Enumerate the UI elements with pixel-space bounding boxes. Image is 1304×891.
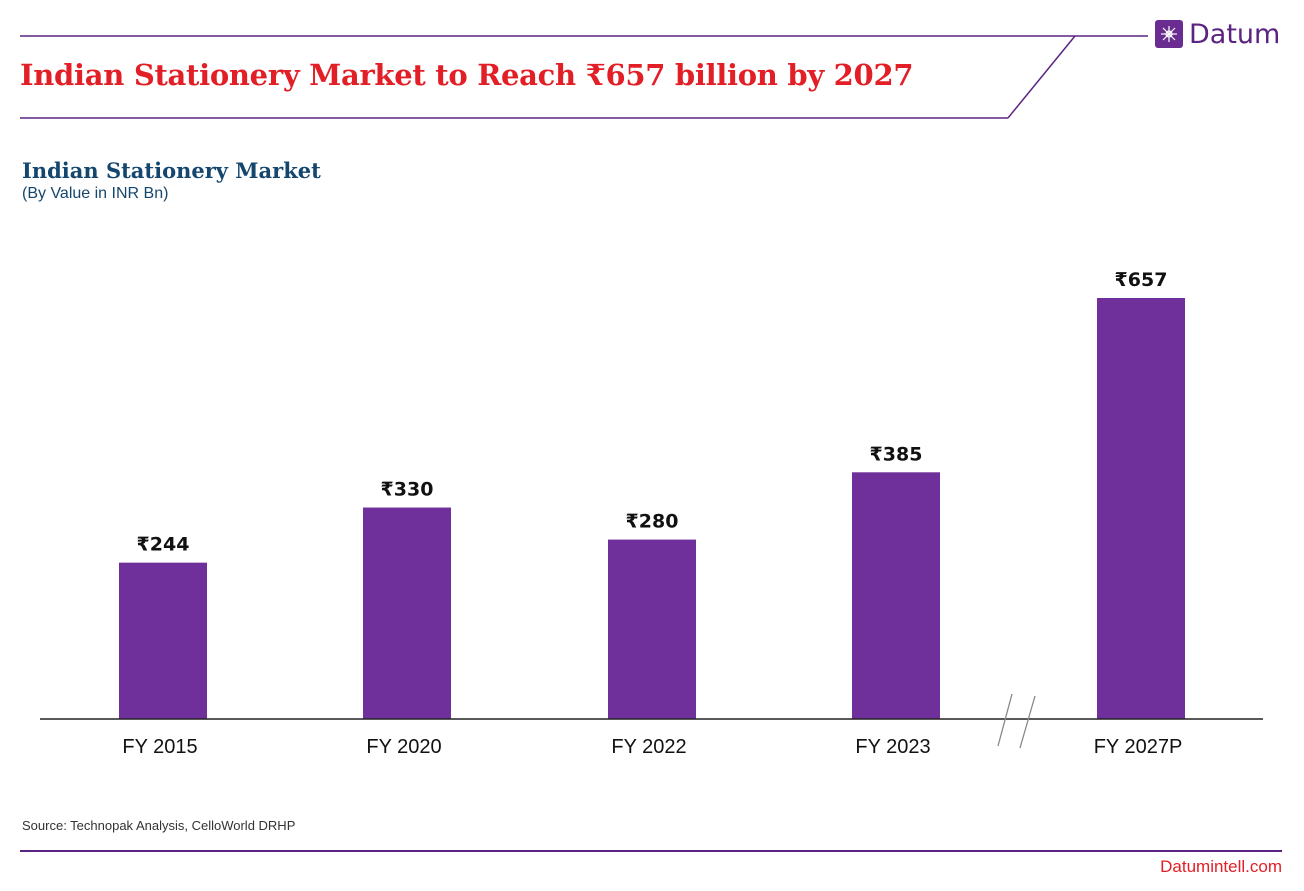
x-tick-label: FY 2023 [855, 736, 930, 758]
header-slant-rule [1007, 35, 1076, 119]
brand-logo[interactable]: Datum [1155, 20, 1280, 48]
source-note: Source: Technopak Analysis, CelloWorld D… [22, 818, 296, 833]
bar-fy-2022 [608, 539, 696, 719]
brand-name: Datum [1189, 18, 1281, 50]
x-tick-label: FY 2015 [122, 736, 197, 758]
page-headline: Indian Stationery Market to Reach ₹657 b… [20, 58, 914, 92]
bars-group [119, 298, 1185, 719]
footer-website-link[interactable]: Datumintell.com [1160, 857, 1282, 876]
value-labels-group: ₹244 ₹330 ₹280 ₹385 ₹657 [137, 269, 1168, 556]
data-label: ₹657 [1115, 269, 1168, 291]
footer-rule [20, 850, 1282, 852]
x-tick-label: FY 2027P [1094, 736, 1183, 758]
header-frame [20, 35, 1148, 119]
bar-fy-2020 [363, 507, 451, 719]
datum-logo-icon [1155, 20, 1183, 48]
x-tick-label: FY 2020 [366, 736, 441, 758]
x-tick-label: FY 2022 [611, 736, 686, 758]
bar-fy-2015 [119, 562, 207, 719]
bar-fy-2023 [852, 472, 940, 719]
axis-break-marker [997, 693, 1036, 749]
chart-title: Indian Stationery Market [22, 158, 321, 183]
tick-labels-group: FY 2015 FY 2020 FY 2022 FY 2023 FY 2027P [122, 736, 1182, 758]
data-label: ₹280 [626, 511, 679, 533]
data-label: ₹330 [381, 479, 434, 501]
data-label: ₹385 [870, 443, 923, 465]
bar-chart: ₹244₹330₹280₹385₹657 FY 2015 FY 2020 FY 20… [40, 269, 1263, 758]
data-label: ₹244 [137, 534, 190, 556]
bar-fy-2027p [1097, 298, 1185, 719]
chart-subtitle: (By Value in INR Bn) [22, 185, 169, 202]
